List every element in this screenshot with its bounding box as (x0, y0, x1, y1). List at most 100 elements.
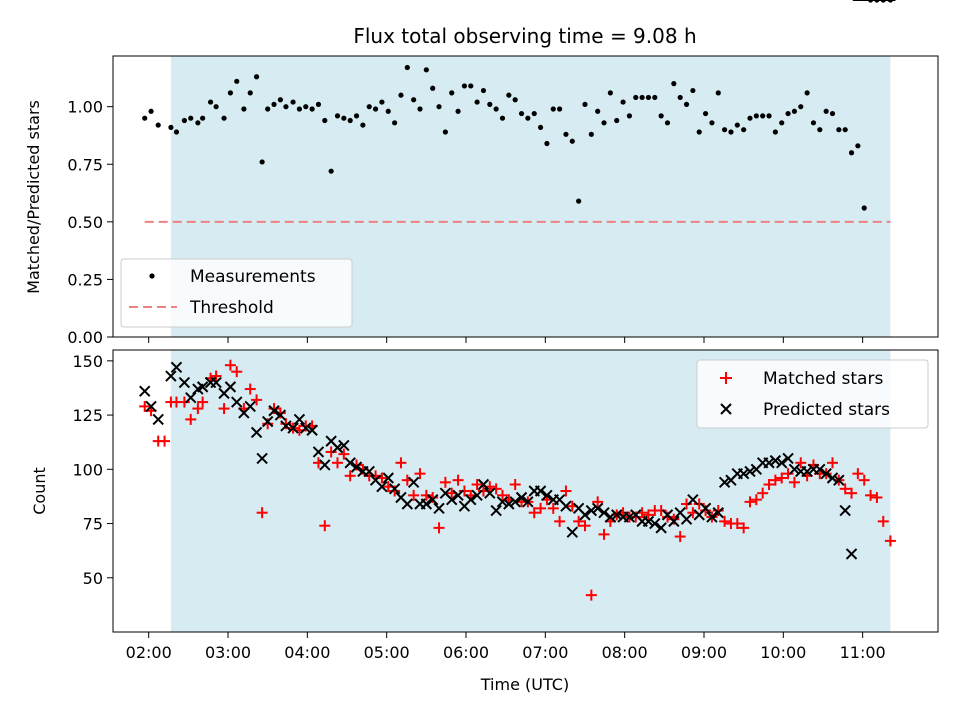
measurement-point (436, 104, 442, 110)
measurement-point (633, 94, 639, 101)
matched-star-point (427, 492, 439, 504)
matched-star-point (178, 396, 190, 408)
matched-star-point (776, 472, 788, 484)
predicted-star-point-b (452, 489, 464, 502)
measurement-point (247, 90, 253, 96)
predicted-star-point (598, 506, 610, 519)
predicted-star-point-b (293, 413, 306, 426)
measurement-point (322, 117, 328, 124)
measurement-point (188, 115, 194, 121)
predicted-star-point (210, 376, 222, 389)
measurement-point (173, 129, 180, 135)
bottom-xtick-label: 07:00 (522, 643, 568, 662)
predicted-star-point-b (712, 506, 724, 519)
matched-star-point (642, 509, 654, 521)
predicted-star-point-b (585, 504, 598, 517)
measurement-point (531, 110, 537, 117)
predicted-star-point-b (566, 526, 579, 538)
predicted-star-point-b (407, 476, 420, 489)
predicted-star-point-b (256, 452, 268, 465)
predicted-star-point (185, 392, 197, 404)
bottom-xtick-label: 04:00 (284, 643, 330, 662)
predicted-star-point-b (553, 493, 566, 506)
predicted-star-point-b (845, 548, 858, 560)
matched-star-point (268, 403, 280, 415)
measurement-point (366, 104, 372, 110)
predicted-star-point (178, 376, 191, 389)
predicted-star-point-b (178, 376, 191, 389)
top-legend: Measurements Threshold (120, 258, 353, 328)
predicted-star-point (814, 463, 826, 476)
predicted-star-point-b (338, 439, 350, 452)
predicted-star-point-b (300, 422, 312, 434)
measurement-point (265, 106, 271, 112)
predicted-star-point-b (680, 513, 693, 525)
predicted-star-point (452, 489, 464, 502)
matched-star-point (738, 522, 750, 534)
predicted-star-point (344, 457, 356, 469)
measurement-point (557, 106, 563, 112)
measurement-point (817, 127, 823, 133)
legend-predicted-marker (720, 403, 732, 415)
bottom-panel-frame (112, 349, 939, 633)
predicted-star-point-b (814, 463, 826, 476)
predicted-star-point (465, 493, 477, 506)
measurement-point (474, 99, 480, 105)
matched-star-point (795, 457, 807, 469)
top-ytick-label: 0.75 (67, 155, 103, 174)
predicted-star-point-b (699, 502, 712, 515)
measurement-point (785, 110, 791, 117)
matched-star-point (439, 476, 451, 488)
measurement-point (810, 120, 817, 126)
predicted-star-point-b (306, 424, 318, 436)
predicted-star-point (763, 457, 775, 469)
measurement-point (652, 94, 658, 101)
predicted-star-point-b (280, 420, 292, 432)
measurement-point (804, 90, 810, 96)
predicted-star-point (446, 493, 458, 506)
predicted-star-point (306, 424, 318, 436)
matched-star-point (719, 515, 731, 527)
measurement-point (303, 104, 309, 110)
predicted-star-point (196, 381, 209, 393)
predicted-star-point-b (446, 493, 458, 506)
predicted-star-point-b (401, 498, 414, 510)
predicted-star-point (363, 465, 375, 478)
matched-star-point (528, 507, 540, 519)
measurement-point (658, 113, 664, 119)
matched-star-point (433, 522, 445, 534)
measurement-point (283, 104, 289, 110)
measurement-point (506, 92, 512, 98)
matched-star-point (655, 505, 667, 517)
bottom-xtick-label: 06:00 (443, 643, 489, 662)
measurement-point (442, 129, 448, 135)
predicted-star-point (712, 506, 724, 519)
measurement-point (614, 117, 620, 124)
measurement-point (493, 106, 499, 112)
measurement-point (430, 85, 436, 91)
matched-star-point (668, 513, 680, 525)
measurement-point (241, 106, 247, 112)
predicted-star-point (274, 409, 287, 421)
measurement-point (855, 143, 861, 149)
measurement-point (449, 90, 455, 96)
predicted-star-point-b (611, 509, 623, 521)
predicted-star-point-b (477, 478, 490, 491)
matched-star-point (389, 485, 401, 497)
matched-star-point (192, 403, 204, 415)
matched-star-point (871, 492, 883, 504)
measurement-point (277, 97, 283, 103)
measurement-point (842, 127, 848, 133)
predicted-star-point (280, 420, 292, 432)
measurement-point (334, 113, 341, 119)
legend-matched-label: Matched stars (763, 369, 883, 389)
measurement-point (823, 108, 829, 114)
measurement-point (798, 104, 804, 110)
matched-star-point (344, 470, 356, 482)
predicted-star-point (737, 467, 750, 480)
predicted-star-point (300, 422, 312, 434)
measurement-point (722, 127, 728, 133)
measurement-point (639, 94, 645, 101)
bottom-xtick-label: 10:00 (760, 643, 806, 662)
predicted-star-point (566, 526, 579, 538)
